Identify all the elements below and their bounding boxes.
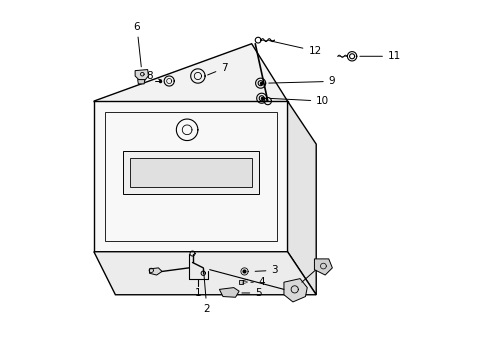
Polygon shape xyxy=(294,287,301,291)
Text: 8: 8 xyxy=(146,71,161,81)
Text: 5: 5 xyxy=(242,288,262,298)
Polygon shape xyxy=(237,265,244,271)
Polygon shape xyxy=(135,69,148,80)
Polygon shape xyxy=(318,263,323,266)
Polygon shape xyxy=(287,101,316,295)
Polygon shape xyxy=(314,259,332,275)
Text: 6: 6 xyxy=(133,22,141,67)
Polygon shape xyxy=(284,279,306,302)
Polygon shape xyxy=(137,80,144,84)
Polygon shape xyxy=(244,271,254,272)
Polygon shape xyxy=(244,271,251,278)
Polygon shape xyxy=(94,101,287,252)
Polygon shape xyxy=(94,252,316,295)
Polygon shape xyxy=(294,283,296,289)
Polygon shape xyxy=(238,271,244,279)
Polygon shape xyxy=(290,284,294,289)
Text: 4: 4 xyxy=(250,277,265,287)
Polygon shape xyxy=(294,289,298,294)
Text: 12: 12 xyxy=(269,41,321,56)
Text: 2: 2 xyxy=(203,269,210,314)
Polygon shape xyxy=(149,268,162,275)
Polygon shape xyxy=(323,261,325,266)
Polygon shape xyxy=(292,289,294,296)
Text: 11: 11 xyxy=(359,51,400,61)
Polygon shape xyxy=(323,266,325,271)
Polygon shape xyxy=(129,158,251,187)
Text: 10: 10 xyxy=(269,96,329,106)
Polygon shape xyxy=(219,288,239,297)
Text: 3: 3 xyxy=(255,265,278,275)
Polygon shape xyxy=(244,264,250,271)
Polygon shape xyxy=(234,271,244,272)
Text: 7: 7 xyxy=(207,63,227,75)
Polygon shape xyxy=(94,44,287,158)
Text: 1: 1 xyxy=(195,288,201,298)
Text: 9: 9 xyxy=(268,76,335,86)
Polygon shape xyxy=(288,288,294,292)
Polygon shape xyxy=(122,151,258,194)
Polygon shape xyxy=(318,266,323,269)
Polygon shape xyxy=(323,265,328,267)
